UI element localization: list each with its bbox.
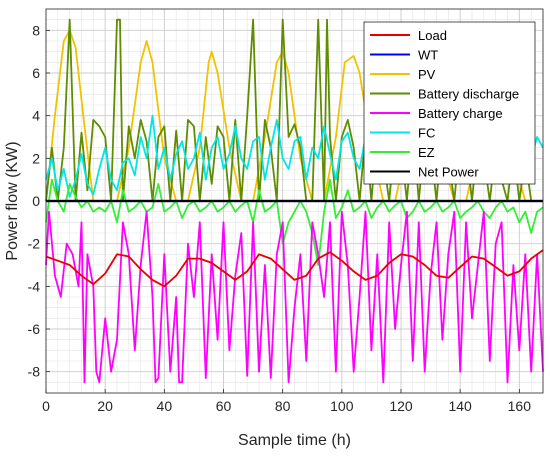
legend-label: FC [418,126,435,141]
y-tick-label: -2 [28,236,41,252]
x-tick-label: 80 [275,398,291,414]
x-tick-label: 120 [389,398,413,414]
x-tick-label: 20 [97,398,113,414]
y-tick-label: -8 [28,364,41,380]
legend-label: WT [418,48,438,63]
legend: Load WT PV Battery discharge Battery charge F… [363,21,536,185]
x-axis-label: Sample time (h) [238,432,351,449]
legend-label: EZ [418,145,435,160]
series-line-ez [45,178,544,266]
x-tick-label: 140 [448,398,472,414]
legend-label: Load [418,28,447,43]
x-tick-label: 100 [330,398,354,414]
y-tick-label: -4 [28,278,41,294]
legend-label: Battery discharge [418,87,519,102]
y-tick-label: 8 [32,22,40,38]
series-line-battery-charge [45,210,544,384]
y-tick-label: -6 [28,321,41,337]
x-tick-label: 160 [508,398,532,414]
legend-label: Net Power [418,165,479,180]
y-tick-label: 0 [32,193,40,209]
x-tick-label: 40 [157,398,173,414]
series-line-load [45,249,544,288]
legend-label: Battery charge [418,106,503,121]
x-tick-label: 0 [42,398,50,414]
y-tick-label: 6 [32,65,40,81]
y-axis-label: Power flow (KW) [4,141,21,260]
y-tick-label: 2 [32,150,40,166]
y-tick-label: 4 [32,108,40,124]
x-tick-label: 60 [216,398,232,414]
axis-ticks: 0 20 40 60 80 100 120 140 160 -8 -6 -4 -2 0 2 4 6 8 [28,22,532,414]
legend-label: PV [418,67,436,82]
legend-box [363,21,536,185]
series-layer [45,18,544,384]
